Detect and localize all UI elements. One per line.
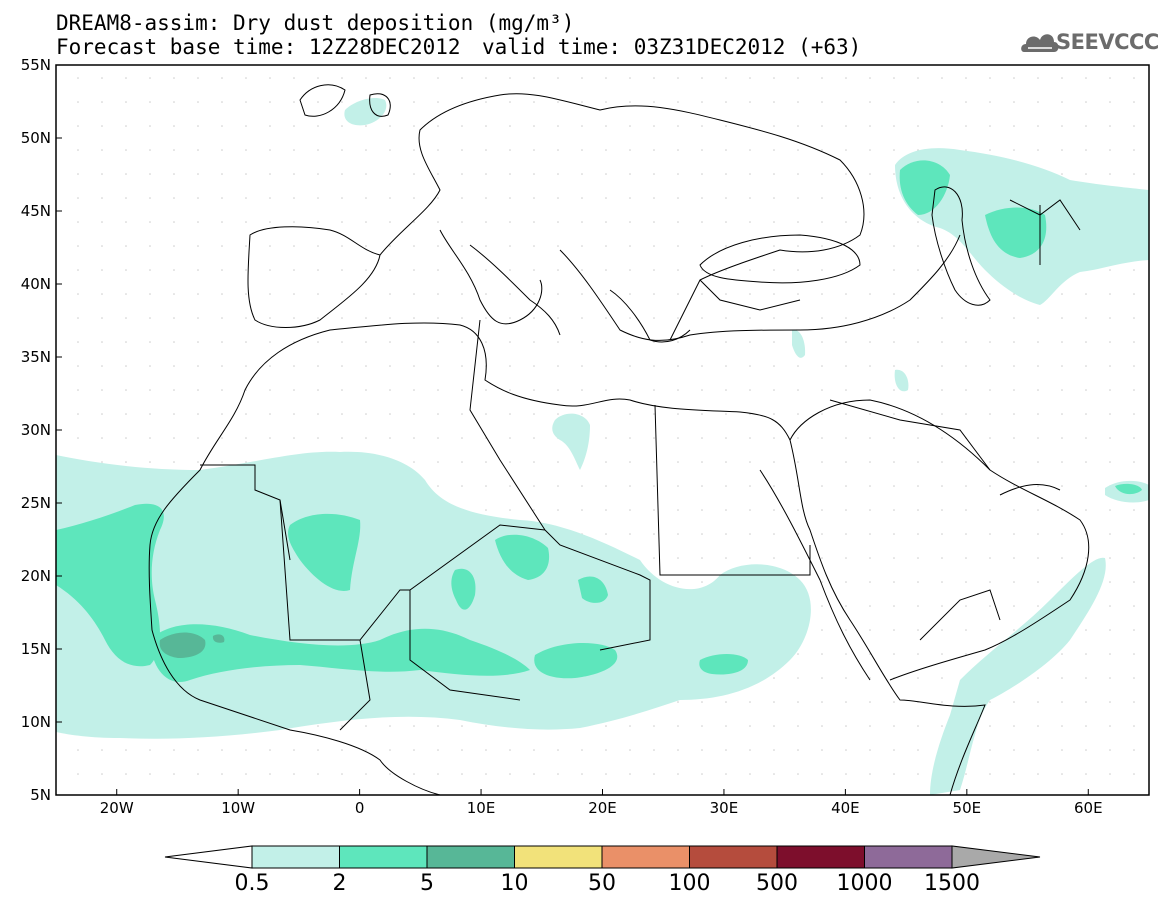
contour-low-uk — [344, 98, 387, 126]
colorbar-label: 1000 — [837, 871, 893, 896]
lon-label: 20W — [100, 799, 134, 817]
colorbar-swatch — [426, 845, 515, 869]
valid-time: valid time: 03Z31DEC2012 (+63) — [482, 35, 862, 59]
contour-mid-chad — [451, 568, 476, 610]
contour-mid-atlantic — [56, 503, 164, 667]
contour-mid-sahel — [150, 624, 530, 683]
contour-high-senegal — [159, 632, 206, 658]
latitude-labels: 55N 50N 45N 40N 35N 30N 25N 20N 15N 10N 5N — [21, 56, 62, 804]
lon-label: 20E — [588, 799, 617, 817]
colorbar-label: 2 — [333, 871, 347, 896]
colorbar-swatch — [251, 845, 340, 869]
contour-low-libya — [552, 413, 590, 470]
lon-label: 40E — [831, 799, 860, 817]
lat-label: 40N — [21, 275, 51, 293]
colorbar-legend: 0.5 2 5 10 50 100 500 1000 1500 — [164, 845, 1041, 896]
contour-mid-niger — [495, 534, 550, 580]
forecast-base-time: Forecast base time: 12Z28DEC2012 — [56, 35, 461, 59]
seevccc-cloud-logo-icon — [1021, 34, 1059, 52]
lon-label: 10E — [467, 799, 496, 817]
colorbar-swatch — [689, 845, 778, 869]
colorbar-label: 100 — [669, 871, 711, 896]
contour-mid-oman — [1115, 483, 1142, 495]
longitude-labels: 20W 10W 0 10E 20E 30E 40E 50E 60E — [100, 789, 1103, 817]
lat-label: 35N — [21, 348, 51, 366]
lat-label: 10N — [21, 713, 51, 731]
lon-label: 10W — [221, 799, 255, 817]
contour-mid-mauritania — [288, 513, 361, 591]
lat-label: 50N — [21, 129, 51, 147]
colorbar-label: 5 — [420, 871, 434, 896]
lat-label: 5N — [30, 786, 51, 804]
logo-text: SEEVCCC — [1056, 30, 1159, 54]
contour-mid-caspian — [899, 160, 950, 215]
map-title: DREAM8-assim: Dry dust deposition (mg/m³… — [56, 11, 575, 35]
colorbar-label: 500 — [756, 871, 798, 896]
lon-label: 60E — [1074, 799, 1103, 817]
colorbar-min-arrow — [164, 845, 253, 869]
contour-low-levant — [792, 329, 806, 358]
contour-mid-darfur — [699, 654, 748, 675]
colorbar-swatch — [601, 845, 690, 869]
colorbar-label: 10 — [501, 871, 529, 896]
colorbar-swatch — [864, 845, 953, 869]
colorbar-swatch — [339, 845, 428, 869]
dust-contours — [56, 98, 1149, 795]
lat-label: 15N — [21, 640, 51, 658]
colorbar-max-arrow — [951, 845, 1041, 869]
lat-label: 55N — [21, 56, 51, 74]
lon-label: 0 — [355, 799, 365, 817]
lon-label: 50E — [953, 799, 982, 817]
colorbar-swatch — [514, 845, 603, 869]
coastlines-borders — [148, 84, 1090, 795]
contour-mid-sudan — [534, 643, 618, 679]
lat-label: 20N — [21, 567, 51, 585]
colorbar-swatch — [776, 845, 865, 869]
colorbar-label: 0.5 — [235, 871, 270, 896]
lon-label: 30E — [710, 799, 739, 817]
lat-label: 45N — [21, 202, 51, 220]
colorbar-label: 50 — [588, 871, 616, 896]
contour-low-iran — [894, 369, 909, 392]
contour-low-arabia-horn — [930, 557, 1106, 795]
contour-mid-aral — [985, 207, 1047, 258]
contour-mid-tibesti — [578, 576, 608, 603]
lat-label: 25N — [21, 494, 51, 512]
contour-high-mali — [212, 634, 225, 643]
lat-label: 30N — [21, 421, 51, 439]
colorbar-label: 1500 — [924, 871, 980, 896]
